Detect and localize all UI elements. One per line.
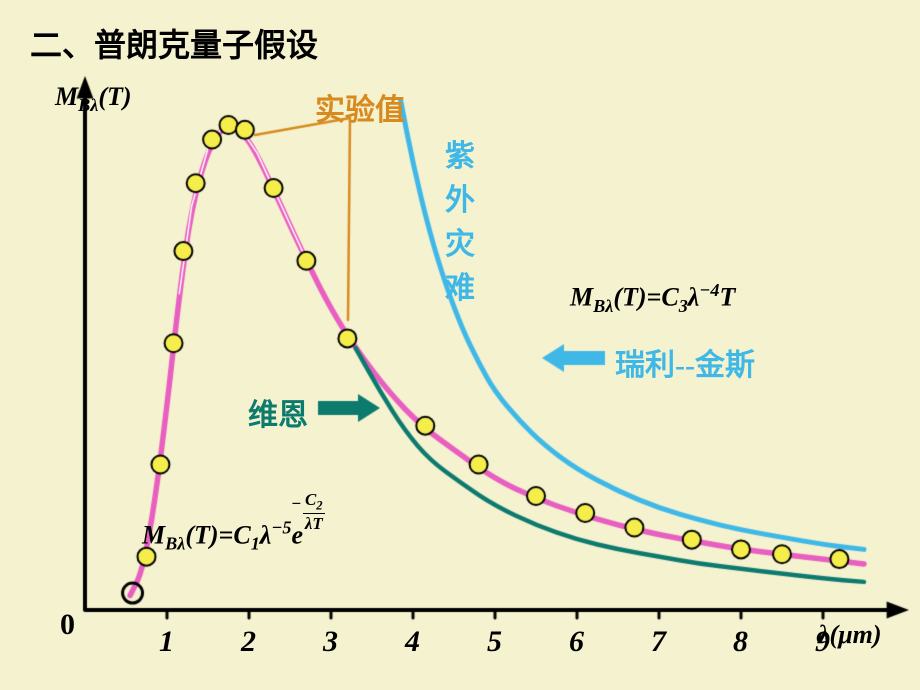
origin-label: 0 bbox=[60, 608, 75, 642]
rayleigh-formula: MBλ(T)=C3λ−4T bbox=[570, 280, 735, 317]
x-tick: 2 bbox=[241, 625, 256, 659]
y-axis-label: MBλ(T) bbox=[55, 82, 132, 116]
uv-catastrophe-label: 紫外灾难 bbox=[445, 135, 475, 311]
x-tick: 5 bbox=[487, 625, 502, 659]
x-tick: 8 bbox=[733, 625, 748, 659]
x-tick: 4 bbox=[405, 625, 420, 659]
wien-label: 维恩 bbox=[248, 390, 308, 434]
x-tick: 7 bbox=[651, 625, 666, 659]
experimental-label: 实验值 bbox=[315, 85, 405, 129]
x-tick: 6 bbox=[569, 625, 584, 659]
blackbody-chart bbox=[0, 0, 920, 690]
x-tick: 1 bbox=[159, 625, 174, 659]
x-tick: 9 bbox=[815, 625, 830, 659]
rayleigh-jeans-label: 瑞利--金斯 bbox=[615, 340, 755, 384]
wien-formula: MBλ(T)=C1λ−5e−C2λT bbox=[142, 490, 325, 555]
page-title: 二、普朗克量子假设 bbox=[30, 20, 318, 66]
x-tick: 3 bbox=[323, 625, 338, 659]
